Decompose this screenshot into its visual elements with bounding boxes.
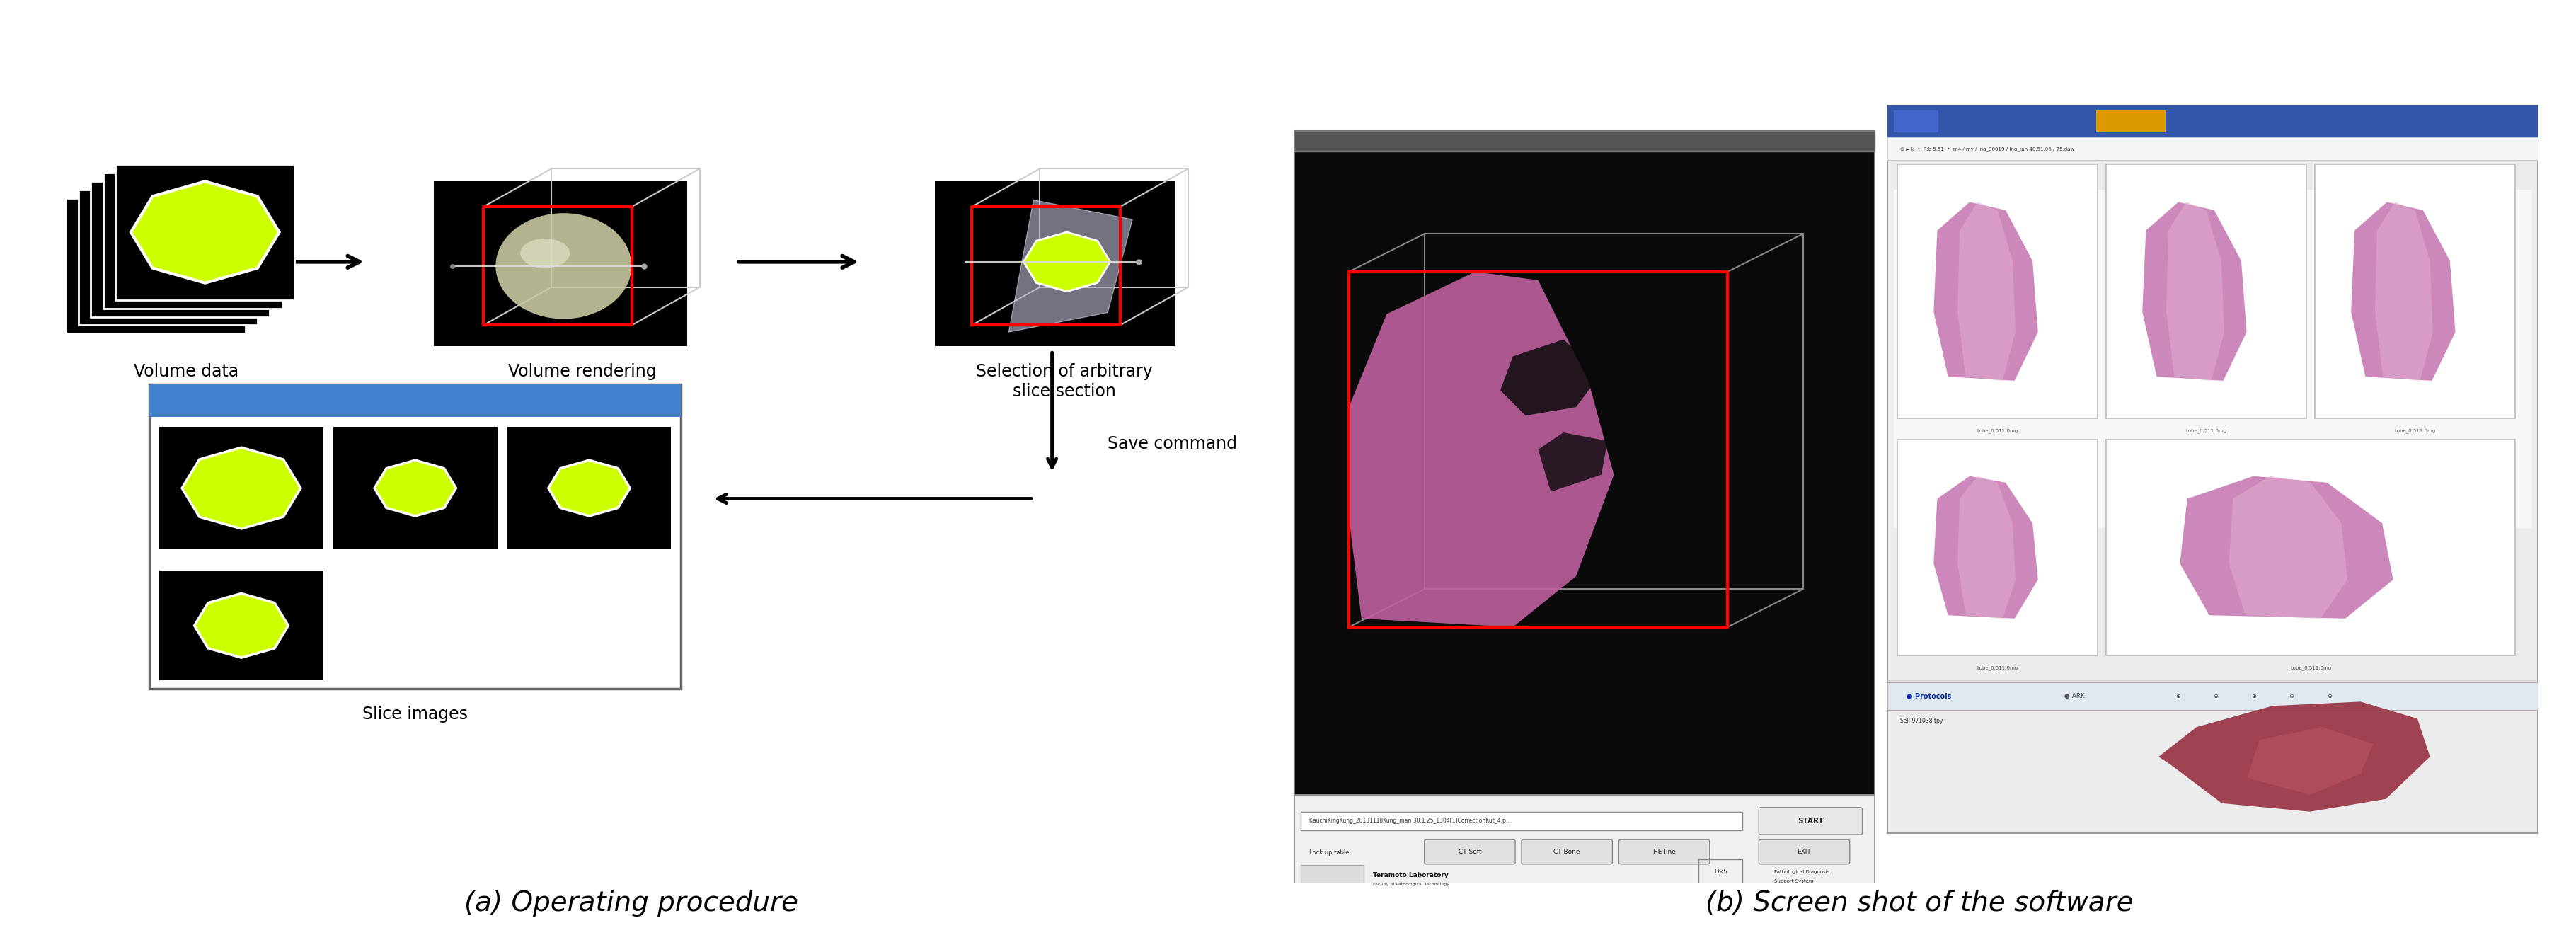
Text: Sel: 971038.tpy: Sel: 971038.tpy xyxy=(1901,718,1942,725)
Bar xyxy=(2097,110,2166,133)
FancyBboxPatch shape xyxy=(1522,839,1613,864)
Bar xyxy=(1698,859,1741,885)
Bar xyxy=(160,571,325,681)
Text: Lobe_0.511.0mg: Lobe_0.511.0mg xyxy=(2184,429,2226,433)
Polygon shape xyxy=(2246,728,2372,795)
Text: ⊕: ⊕ xyxy=(2290,693,2295,699)
Bar xyxy=(2045,110,2089,133)
Polygon shape xyxy=(1499,339,1602,415)
Text: Pathological Diagnosis: Pathological Diagnosis xyxy=(1775,870,1829,874)
Polygon shape xyxy=(2228,477,2347,619)
FancyBboxPatch shape xyxy=(1425,839,1515,864)
Text: KauchiKingKung_20131118Kung_man 30.1.25_1304[1]CorrectionKut_4.p...: KauchiKingKung_20131118Kung_man 30.1.25_… xyxy=(1309,818,1512,824)
Text: Slice images: Slice images xyxy=(363,706,469,723)
Bar xyxy=(116,164,294,300)
Text: (a) Operating procedure: (a) Operating procedure xyxy=(464,889,799,916)
FancyBboxPatch shape xyxy=(1618,839,1710,864)
Bar xyxy=(1888,105,2537,137)
Text: ⊕: ⊕ xyxy=(2213,693,2218,699)
Text: CT Soft: CT Soft xyxy=(1458,849,1481,855)
Bar xyxy=(1945,110,1989,133)
Polygon shape xyxy=(2375,202,2432,381)
Bar xyxy=(149,384,680,689)
Polygon shape xyxy=(2159,701,2429,811)
Polygon shape xyxy=(193,593,289,658)
Bar xyxy=(507,427,672,549)
Polygon shape xyxy=(1935,202,2038,381)
Bar xyxy=(1293,131,1875,151)
Text: Faculty of Pathological Technology: Faculty of Pathological Technology xyxy=(1373,883,1450,886)
Text: Volume rendering: Volume rendering xyxy=(507,364,657,381)
Polygon shape xyxy=(1935,477,2038,619)
Text: Teramoto Laboratory: Teramoto Laboratory xyxy=(1373,872,1448,878)
Polygon shape xyxy=(549,461,631,516)
Bar xyxy=(1994,110,2040,133)
Bar xyxy=(1301,811,1741,830)
Text: Volume data: Volume data xyxy=(134,364,240,381)
Text: ⊕: ⊕ xyxy=(2174,693,2179,699)
Bar xyxy=(1893,190,2532,528)
Polygon shape xyxy=(183,447,301,528)
Bar xyxy=(2316,164,2514,418)
Text: Lock up table: Lock up table xyxy=(1309,849,1350,855)
Text: ● Protocols: ● Protocols xyxy=(1906,693,1953,699)
Text: D×S: D×S xyxy=(1713,869,1728,875)
Text: Support System: Support System xyxy=(1775,879,1814,884)
Bar xyxy=(2107,164,2306,418)
Polygon shape xyxy=(1023,232,1110,291)
Polygon shape xyxy=(1958,202,2014,381)
Bar xyxy=(67,198,245,334)
Bar xyxy=(90,181,270,317)
Text: Save command: Save command xyxy=(1108,435,1236,452)
Text: Selection of arbitrary
slice section: Selection of arbitrary slice section xyxy=(976,364,1154,400)
Text: Lobe_0.511.0mg: Lobe_0.511.0mg xyxy=(2290,666,2331,670)
Bar xyxy=(1293,131,1875,795)
Bar xyxy=(77,190,258,325)
Bar xyxy=(160,427,325,549)
FancyBboxPatch shape xyxy=(1759,807,1862,835)
Bar xyxy=(1899,440,2097,655)
Polygon shape xyxy=(2179,477,2393,619)
Polygon shape xyxy=(1010,200,1133,332)
Text: ● ARK: ● ARK xyxy=(2063,693,2084,699)
Text: Lobe_0.511.0mg: Lobe_0.511.0mg xyxy=(1976,666,2017,670)
Polygon shape xyxy=(1350,272,1615,627)
Polygon shape xyxy=(374,461,456,516)
Text: START: START xyxy=(1798,818,1824,824)
Bar xyxy=(433,181,688,347)
Text: EXIT: EXIT xyxy=(1798,849,1811,855)
Bar xyxy=(935,181,1175,347)
Bar xyxy=(1293,795,1875,887)
Bar xyxy=(1888,682,2537,711)
Text: ⊕ ► k  •  R:b 5,51  •  m4 / my / lng_30019 / lng_tan 40.51.06 / 75.daw: ⊕ ► k • R:b 5,51 • m4 / my / lng_30019 /… xyxy=(1901,147,2074,151)
Ellipse shape xyxy=(520,239,569,268)
Text: HE line: HE line xyxy=(1654,849,1674,855)
Text: Lobe_0.511.0mg: Lobe_0.511.0mg xyxy=(2396,429,2434,433)
Bar xyxy=(1899,164,2097,418)
Polygon shape xyxy=(131,181,278,283)
Bar xyxy=(1888,105,2537,833)
Bar xyxy=(1888,137,2537,161)
Bar xyxy=(103,173,283,308)
Polygon shape xyxy=(1958,477,2014,619)
Text: CT Bone: CT Bone xyxy=(1553,849,1579,855)
Bar xyxy=(149,384,680,416)
FancyBboxPatch shape xyxy=(1759,839,1850,864)
Text: ⊕: ⊕ xyxy=(2251,693,2257,699)
Ellipse shape xyxy=(495,213,631,319)
Bar xyxy=(1893,110,1937,133)
Text: (b) Screen shot of the software: (b) Screen shot of the software xyxy=(1705,889,2133,916)
Polygon shape xyxy=(2166,202,2223,381)
Polygon shape xyxy=(2143,202,2246,381)
Polygon shape xyxy=(1538,432,1607,492)
Text: Lobe_0.511.0mg: Lobe_0.511.0mg xyxy=(1976,429,2017,433)
Bar xyxy=(2107,440,2514,655)
Bar xyxy=(332,427,497,549)
Bar xyxy=(1301,865,1363,884)
Polygon shape xyxy=(2352,202,2455,381)
Text: ⊕: ⊕ xyxy=(2326,693,2331,699)
